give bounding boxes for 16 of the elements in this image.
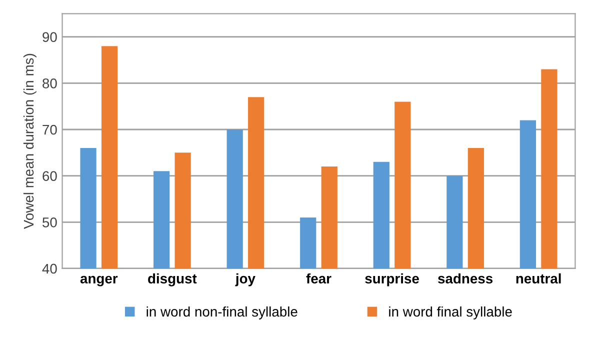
y-tick-label: 80 — [42, 78, 57, 88]
x-tick-label: sadness — [438, 273, 493, 284]
y-tick-label: 90 — [42, 32, 57, 42]
x-tick-label: joy — [235, 273, 256, 286]
y-axis-title: Vowel mean duration (in ms) — [23, 54, 36, 230]
y-tick-label: 60 — [42, 171, 57, 181]
legend-label: in word non-final syllable — [146, 306, 298, 320]
x-tick-label: neutral — [516, 273, 561, 284]
x-tick-label: surprise — [365, 273, 419, 286]
x-tick-label: fear — [306, 273, 332, 284]
legend-label: in word final syllable — [389, 306, 512, 320]
y-tick-label: 50 — [42, 217, 57, 228]
x-tick-label: anger — [80, 276, 118, 286]
y-tick-label: 70 — [42, 124, 57, 135]
y-tick-label: 40 — [42, 264, 57, 274]
x-tick-label: disgust — [148, 273, 197, 286]
